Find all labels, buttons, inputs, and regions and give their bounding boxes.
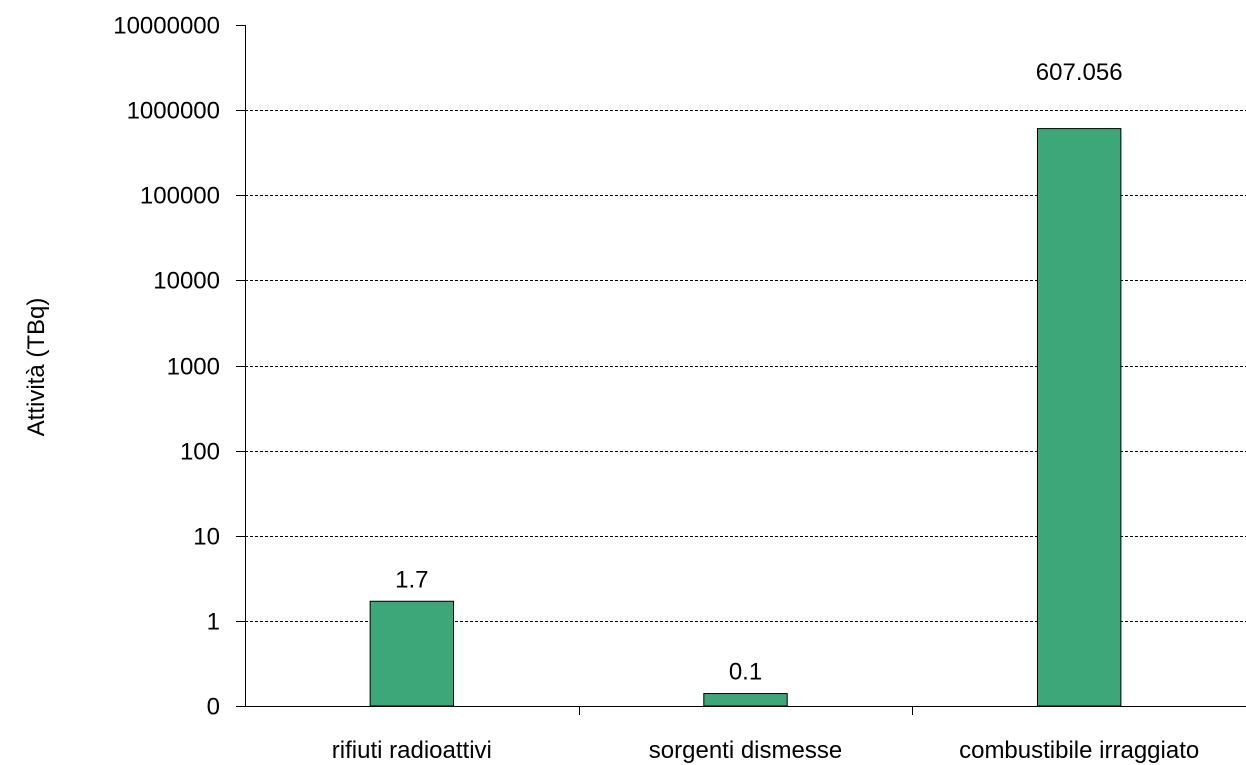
data-label: 607.056	[1036, 59, 1123, 86]
y-tick-label: 100000	[140, 183, 220, 210]
gridlines	[245, 110, 1246, 622]
data-label: 1.7	[395, 566, 428, 593]
y-tick-label: 1000	[167, 354, 220, 381]
y-tick-label: 10000	[153, 268, 220, 295]
bar	[703, 693, 788, 707]
category-label: combustibile irraggiato	[959, 737, 1199, 764]
y-tick-label: 10000000	[113, 13, 220, 40]
bar	[369, 600, 455, 707]
y-axis-label: Attività (TBq)	[23, 298, 50, 437]
bar	[1036, 128, 1122, 707]
y-tick-label: 100	[180, 439, 220, 466]
category-label: rifiuti radioattivi	[332, 737, 492, 764]
bars	[369, 128, 1122, 707]
y-tick-label: 1000000	[127, 98, 220, 125]
data-label: 0.1	[729, 659, 762, 686]
chart-text: 0 1 10 100 1000 10000 100000 1000000 10000000 1.7…	[113, 13, 1199, 765]
y-tick-label: 0	[207, 694, 220, 721]
y-tick-label: 10	[193, 524, 220, 551]
category-label: sorgenti dismesse	[649, 737, 842, 764]
y-tick-label: 1	[207, 609, 220, 636]
